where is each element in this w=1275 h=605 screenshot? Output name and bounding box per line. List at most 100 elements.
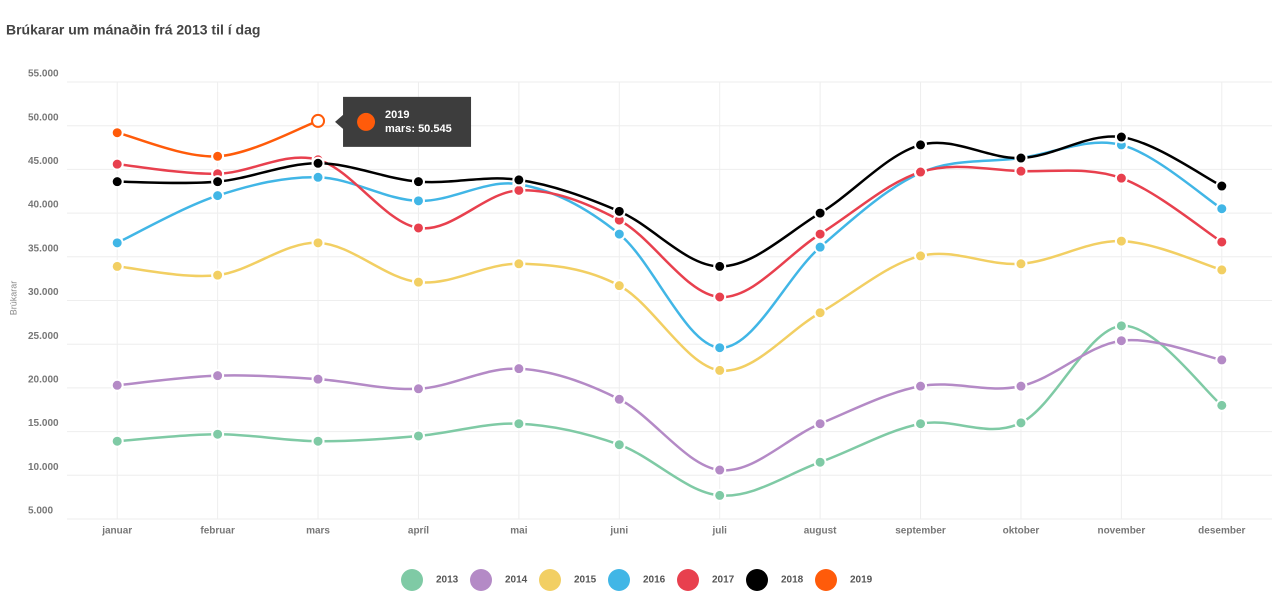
legend-label[interactable]: 2019 xyxy=(850,575,873,586)
data-point xyxy=(612,438,626,452)
data-point xyxy=(211,189,225,203)
tooltip-number: 50.545 xyxy=(418,123,452,135)
data-point xyxy=(512,417,526,431)
legend-marker[interactable] xyxy=(470,569,492,591)
x-tick-label: juni xyxy=(609,526,628,537)
data-point xyxy=(914,249,928,263)
y-tick-label: 40.000 xyxy=(28,200,59,211)
y-tick-label: 10.000 xyxy=(28,462,59,473)
data-point xyxy=(1114,319,1128,333)
data-point xyxy=(311,113,326,128)
data-point xyxy=(813,306,827,320)
legend-label[interactable]: 2017 xyxy=(712,575,735,586)
data-point xyxy=(411,221,425,235)
data-point xyxy=(110,378,124,392)
x-tick-label: november xyxy=(1097,526,1145,537)
data-point xyxy=(813,206,827,220)
y-tick-label: 25.000 xyxy=(28,331,59,342)
tooltip-marker xyxy=(357,112,376,131)
data-point xyxy=(211,369,225,383)
data-point xyxy=(1114,130,1128,144)
data-point xyxy=(311,372,325,386)
data-point xyxy=(512,173,526,187)
data-point xyxy=(411,429,425,443)
data-point xyxy=(311,236,325,250)
data-point xyxy=(914,379,928,393)
data-point xyxy=(1215,353,1229,367)
series-line xyxy=(117,324,1223,497)
x-tick-label: oktober xyxy=(1003,526,1040,537)
data-point xyxy=(813,455,827,469)
data-point xyxy=(713,259,727,273)
tooltip-category: mars xyxy=(385,123,411,135)
x-tick-label: august xyxy=(804,526,837,537)
y-tick-label: 50.000 xyxy=(28,112,59,123)
data-point xyxy=(612,392,626,406)
data-point xyxy=(914,138,928,152)
data-point xyxy=(311,434,325,448)
data-point xyxy=(713,290,727,304)
data-point xyxy=(1215,263,1229,277)
series-line xyxy=(117,239,1223,372)
data-point xyxy=(211,149,225,163)
y-tick-label: 35.000 xyxy=(28,243,59,254)
data-point xyxy=(1014,379,1028,393)
y-tick-label: 45.000 xyxy=(28,156,59,167)
data-point xyxy=(1215,398,1229,412)
data-point xyxy=(110,236,124,250)
x-tick-label: apríl xyxy=(408,526,429,537)
legend-marker[interactable] xyxy=(815,569,837,591)
data-point xyxy=(411,194,425,208)
data-point xyxy=(612,279,626,293)
data-point xyxy=(1215,179,1229,193)
series-line xyxy=(117,135,1223,268)
data-point xyxy=(813,227,827,241)
data-point xyxy=(110,175,124,189)
data-point xyxy=(1014,416,1028,430)
data-point xyxy=(1114,171,1128,185)
legend-label[interactable]: 2016 xyxy=(643,575,666,586)
data-point xyxy=(1114,334,1128,348)
x-tick-label: mars xyxy=(306,526,330,537)
legend-label[interactable]: 2014 xyxy=(505,575,528,586)
legend-marker[interactable] xyxy=(608,569,630,591)
data-point xyxy=(110,157,124,171)
data-point xyxy=(914,417,928,431)
data-point xyxy=(713,488,727,502)
data-point xyxy=(110,259,124,273)
data-point xyxy=(1014,257,1028,271)
y-tick-label: 5.000 xyxy=(28,506,53,517)
data-point xyxy=(512,362,526,376)
legend-label[interactable]: 2015 xyxy=(574,575,597,586)
legend-marker[interactable] xyxy=(677,569,699,591)
data-point xyxy=(211,175,225,189)
data-point xyxy=(311,170,325,184)
data-point xyxy=(713,463,727,477)
data-point xyxy=(1014,151,1028,165)
data-point xyxy=(1215,235,1229,249)
data-point xyxy=(110,434,124,448)
legend-marker[interactable] xyxy=(401,569,423,591)
tooltip-title: 2019 xyxy=(385,109,409,121)
data-point xyxy=(1114,234,1128,248)
legend-marker[interactable] xyxy=(539,569,561,591)
y-tick-label: 15.000 xyxy=(28,418,59,429)
legend-label[interactable]: 2018 xyxy=(781,575,804,586)
y-tick-label: 20.000 xyxy=(28,375,59,386)
data-point xyxy=(411,382,425,396)
x-tick-label: mai xyxy=(510,526,527,537)
x-tick-label: juli xyxy=(711,526,727,537)
legend-marker[interactable] xyxy=(746,569,768,591)
legend-label[interactable]: 2013 xyxy=(436,575,459,586)
data-point xyxy=(1215,202,1229,216)
data-point xyxy=(110,126,124,140)
x-tick-label: januar xyxy=(101,526,132,537)
x-tick-label: september xyxy=(895,526,946,537)
data-point xyxy=(512,257,526,271)
data-point xyxy=(512,183,526,197)
data-point xyxy=(411,275,425,289)
data-point xyxy=(914,165,928,179)
y-tick-label: 55.000 xyxy=(28,69,59,80)
data-point xyxy=(612,227,626,241)
